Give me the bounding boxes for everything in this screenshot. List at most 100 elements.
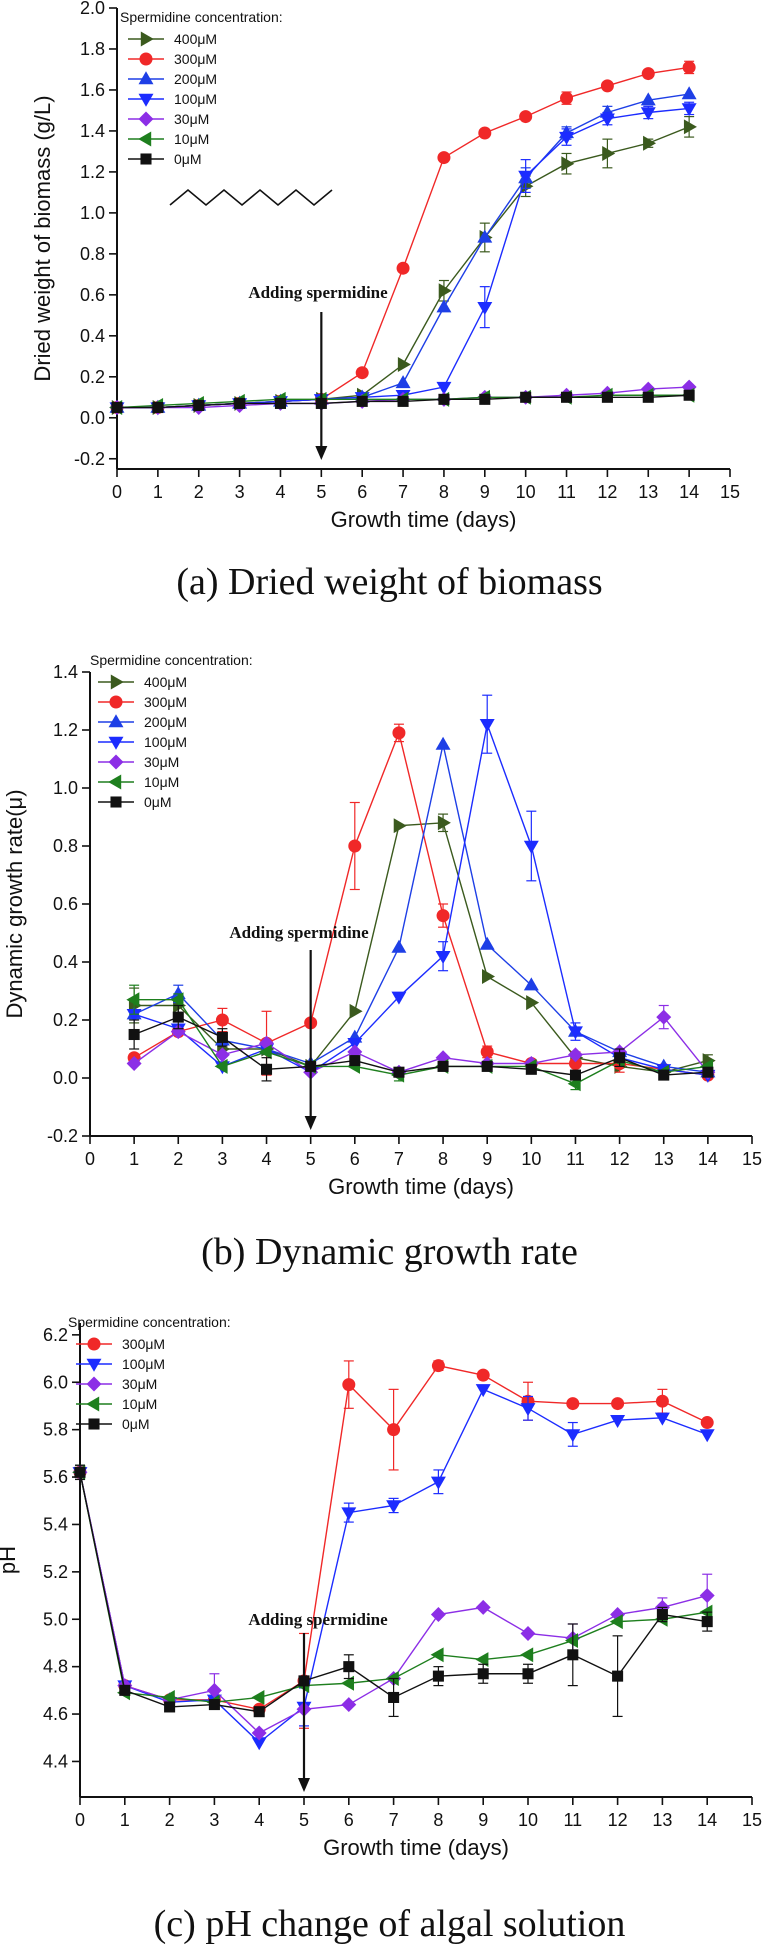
data-point	[477, 301, 493, 315]
data-point	[349, 1055, 361, 1067]
series-line	[133, 744, 708, 1073]
data-point	[437, 151, 451, 165]
data-point	[435, 736, 451, 750]
chart-panel-2: 0 1 2 3 4 5 6 7 8 9 10 11 12 13 14 154.44.64.85.05.25.4…	[0, 1314, 762, 1860]
x-tick-label: 11	[563, 1810, 582, 1830]
data-point	[681, 86, 697, 100]
x-tick-label: 3	[217, 1149, 227, 1169]
data-point	[520, 1403, 536, 1417]
caption-a: (a) Dried weight of biomass	[176, 561, 603, 603]
y-tick-label: 4.4	[43, 1751, 68, 1771]
legend-label: 10μM	[174, 131, 209, 147]
data-point	[397, 395, 409, 407]
data-point	[437, 815, 451, 831]
x-tick-label: 10	[516, 482, 536, 502]
legend-marker	[110, 674, 124, 690]
x-axis-label: Growth time (days)	[323, 1835, 509, 1860]
y-tick-label: 5.8	[43, 1420, 68, 1440]
data-point	[253, 1706, 265, 1718]
legend-label: 300μM	[144, 694, 187, 710]
x-tick-label: 13	[654, 1149, 674, 1169]
data-point	[214, 1047, 230, 1063]
y-tick-label: -0.2	[74, 449, 105, 469]
x-tick-label: 2	[173, 1149, 183, 1169]
x-tick-label: 0	[85, 1149, 95, 1169]
spermidine-structure	[169, 188, 333, 207]
legend-marker	[110, 796, 122, 808]
data-point	[520, 1647, 534, 1663]
x-tick-label: 14	[679, 482, 699, 502]
data-point	[525, 1063, 537, 1075]
annotation-adding-spermidine: Adding spermidine	[248, 283, 388, 302]
y-tick-label: 1.2	[80, 162, 105, 182]
x-tick-label: 5	[299, 1810, 309, 1830]
x-tick-label: 0	[112, 482, 122, 502]
data-point	[599, 113, 615, 127]
data-point	[658, 1069, 670, 1081]
y-tick-label: 0.2	[80, 367, 105, 387]
y-tick-label: 5.2	[43, 1562, 68, 1582]
data-point	[430, 1647, 444, 1663]
y-tick-label: 5.0	[43, 1609, 68, 1629]
caption-c: (c) pH change of algal solution	[153, 1903, 626, 1945]
data-point	[565, 1429, 581, 1443]
data-point	[482, 969, 495, 984]
data-point	[640, 92, 656, 106]
x-tick-label: 12	[610, 1149, 630, 1169]
data-point	[251, 1737, 267, 1751]
y-tick-label: 0.6	[80, 285, 105, 305]
legend-marker	[108, 774, 122, 790]
arrow-head	[304, 1116, 317, 1130]
data-point	[520, 1625, 536, 1641]
x-tick-label: 2	[165, 1810, 175, 1830]
legend-label: 30μM	[122, 1376, 157, 1392]
data-point	[566, 1397, 580, 1411]
y-tick-label: 4.6	[43, 1704, 68, 1724]
data-point	[610, 1414, 626, 1428]
legend-label: 30μM	[174, 111, 209, 127]
legend-label: 10μM	[144, 774, 179, 790]
data-point	[479, 393, 491, 405]
series-line	[133, 730, 708, 1076]
legend-label: 10μM	[122, 1396, 157, 1412]
data-point	[520, 391, 532, 403]
data-point	[602, 145, 616, 161]
data-point	[565, 1633, 578, 1649]
x-tick-label: 1	[120, 1810, 130, 1830]
data-point	[386, 1500, 402, 1514]
data-point	[519, 110, 533, 124]
y-tick-label: 0.8	[80, 244, 105, 264]
series-200μM	[126, 736, 716, 1078]
data-point	[438, 283, 452, 299]
series-10μM	[126, 984, 714, 1092]
legend-marker	[138, 131, 152, 147]
data-point	[342, 1378, 356, 1392]
data-point	[251, 1689, 265, 1705]
carbon-chain	[169, 188, 333, 207]
data-point	[391, 939, 407, 953]
legend-marker	[138, 93, 154, 107]
data-point	[477, 1668, 489, 1680]
series-300μM	[127, 723, 715, 1082]
data-point	[170, 992, 184, 1008]
series-0μM	[128, 1004, 714, 1082]
series-line	[134, 999, 708, 1085]
x-tick-label: 12	[597, 482, 617, 502]
data-point	[234, 397, 246, 409]
y-tick-label: 4.8	[43, 1657, 68, 1677]
y-tick-label: 1.4	[80, 121, 105, 141]
data-point	[479, 719, 495, 732]
legend: Spermidine concentration: 400μM 300μM 200μM…	[120, 9, 283, 167]
data-point	[522, 1668, 534, 1680]
data-point	[641, 67, 655, 81]
legend-marker	[108, 714, 124, 728]
x-tick-label: 8	[433, 1810, 443, 1830]
data-point	[600, 79, 614, 93]
data-point	[341, 1675, 354, 1691]
data-point	[261, 1063, 273, 1075]
data-point	[479, 936, 495, 950]
data-point	[700, 1416, 714, 1430]
data-point	[654, 1412, 670, 1426]
x-tick-label: 2	[194, 482, 204, 502]
y-tick-label: 0.0	[53, 1068, 78, 1088]
